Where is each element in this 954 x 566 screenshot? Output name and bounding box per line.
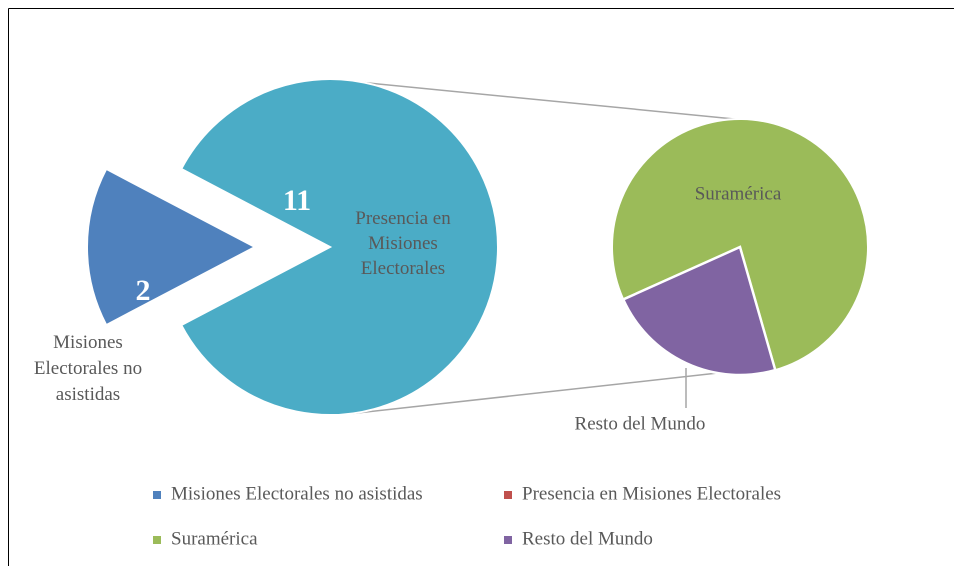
pie-slice [621,245,777,377]
legend-label: Misiones Electorales no asistidas [171,483,423,504]
legend-marker [504,491,512,499]
legend-marker [504,536,512,544]
pie-slice [611,118,869,372]
category-label: Misiones Electorales no asistidas [34,332,142,405]
legend-label: Presencia en Misiones Electorales [522,483,781,504]
pie-slice [86,167,258,327]
pie-slice [179,78,499,416]
connector-line [364,81,736,120]
legend-marker [153,491,161,499]
data-label: 11 [283,184,311,217]
legend-label: Resto del Mundo [522,528,653,549]
category-label: Resto del Mundo [575,413,706,434]
data-label: 2 [136,274,151,307]
legend-marker [153,536,161,544]
legend-label: Suramérica [171,528,258,549]
connector-line [350,372,718,415]
category-label: Presencia en Misiones Electorales [355,208,451,279]
category-label: Suramérica [695,183,782,204]
